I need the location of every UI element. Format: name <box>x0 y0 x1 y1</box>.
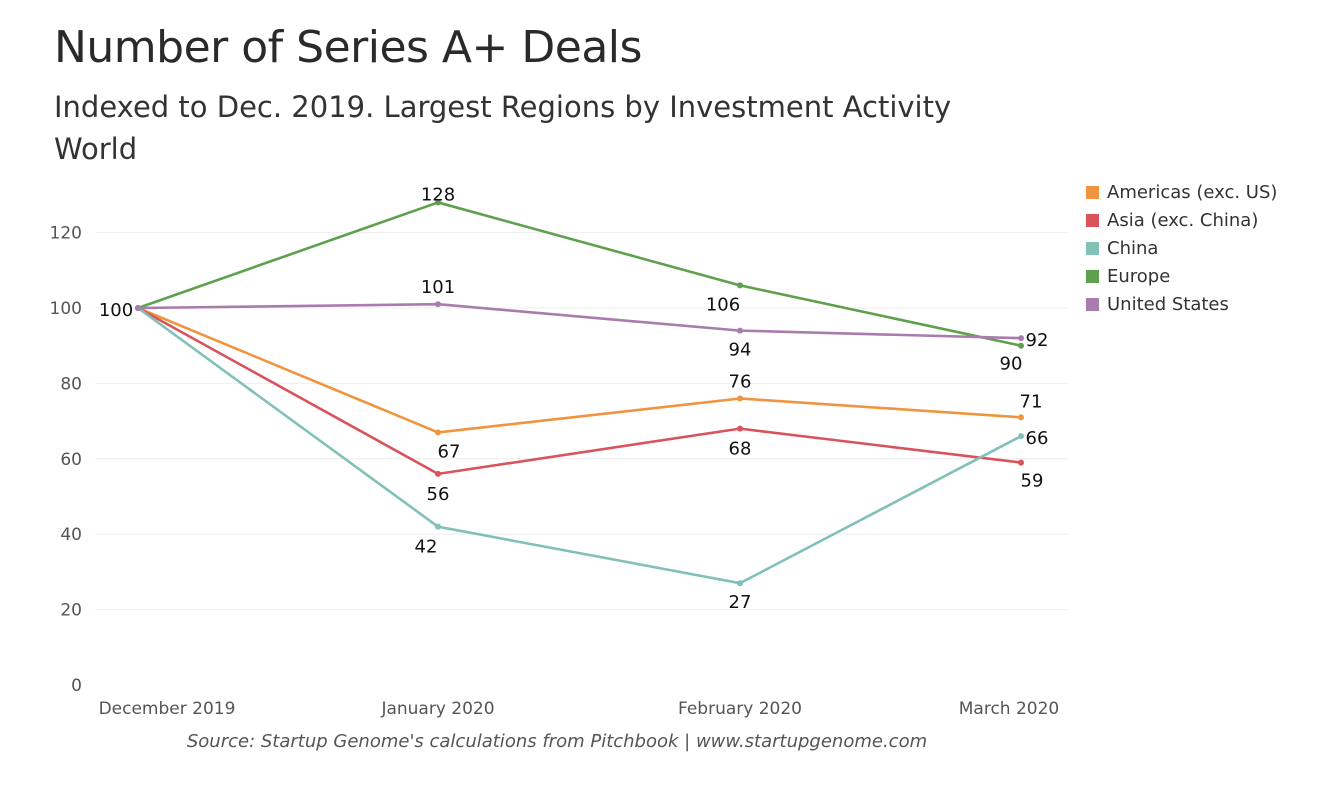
series-line-china <box>137 306 1022 585</box>
legend-item-china[interactable]: China <box>1086 234 1277 262</box>
chart-subtitle: Indexed to Dec. 2019. Largest Regions by… <box>54 86 951 170</box>
legend-item-americas-exc-us[interactable]: Americas (exc. US) <box>1086 178 1277 206</box>
data-label-americas-exc-us: 76 <box>729 371 752 392</box>
data-labels: 67 76 71 56 68 59 42 27 66 128 106 90 100 101 94 92 <box>99 184 1049 613</box>
series-line-americas-exc-us <box>137 306 1022 434</box>
data-point-asia-exc-china <box>737 425 743 432</box>
data-label-asia-exc-china: 56 <box>427 484 450 505</box>
y-tick-label: 80 <box>60 374 82 394</box>
data-label-americas-exc-us: 67 <box>438 441 461 462</box>
legend-label: United States <box>1107 293 1229 315</box>
legend-label: Americas (exc. US) <box>1107 181 1278 203</box>
data-label-europe: 128 <box>421 184 455 205</box>
legend-item-asia-exc-china[interactable]: Asia (exc. China) <box>1086 206 1277 234</box>
legend-item-europe[interactable]: Europe <box>1086 262 1277 290</box>
y-axis-ticks: 0 20 40 60 80 100 120 <box>50 224 82 696</box>
data-label-united-states: 92 <box>1026 330 1049 351</box>
data-point-europe <box>737 282 743 289</box>
data-label-china: 42 <box>415 537 438 558</box>
chart-title: Number of Series A+ Deals <box>54 22 642 73</box>
x-tick-label: January 2020 <box>380 699 494 719</box>
data-point-china <box>1018 433 1024 440</box>
data-point-americas-exc-us <box>1018 414 1024 421</box>
y-tick-label: 120 <box>50 224 82 244</box>
data-label-europe: 106 <box>706 294 740 315</box>
series-line-europe <box>137 201 1022 347</box>
data-label-europe: 90 <box>1000 354 1023 375</box>
data-point-europe <box>1018 342 1024 349</box>
series-line-asia-exc-china <box>137 306 1022 476</box>
data-label-asia-exc-china: 59 <box>1021 471 1044 492</box>
data-point-united-states <box>435 301 441 308</box>
data-point-asia-exc-china <box>435 470 441 477</box>
data-label-united-states: 94 <box>729 340 752 361</box>
legend-swatch <box>1086 297 1099 311</box>
legend-swatch <box>1086 269 1099 283</box>
y-tick-label: 100 <box>50 299 82 319</box>
source-note: Source: Startup Genome's calculations fr… <box>186 731 928 752</box>
y-tick-label: 0 <box>71 676 82 696</box>
legend-label: Europe <box>1107 265 1171 287</box>
data-label-united-states: 101 <box>421 277 455 298</box>
legend: Americas (exc. US) Asia (exc. China) China… <box>1086 178 1277 318</box>
data-point-americas-exc-us <box>435 429 441 436</box>
series-line-united-states <box>137 302 1022 340</box>
data-label-united-states: 100 <box>99 300 133 321</box>
x-axis-ticks: December 2019 January 2020 February 2020 Ma… <box>99 699 1060 719</box>
data-point-united-states <box>135 305 141 311</box>
data-point-europe <box>435 199 441 206</box>
legend-swatch <box>1086 241 1099 255</box>
legend-swatch <box>1086 185 1099 199</box>
x-tick-label: February 2020 <box>678 699 802 719</box>
series-lines <box>137 201 1022 585</box>
y-tick-label: 20 <box>60 601 82 621</box>
data-label-asia-exc-china: 68 <box>729 439 752 460</box>
subtitle-line-1: Indexed to Dec. 2019. Largest Regions by… <box>54 90 952 124</box>
legend-label: China <box>1107 237 1159 259</box>
x-tick-label: March 2020 <box>959 699 1060 719</box>
y-tick-label: 60 <box>60 450 82 470</box>
data-point-china <box>737 580 743 587</box>
data-point-asia-exc-china <box>1018 459 1024 466</box>
data-label-americas-exc-us: 71 <box>1020 391 1043 412</box>
data-label-china: 66 <box>1026 428 1049 449</box>
data-point-united-states <box>1018 335 1024 342</box>
x-tick-label: December 2019 <box>99 699 236 719</box>
legend-swatch <box>1086 213 1099 227</box>
subtitle-line-2: World <box>54 132 138 166</box>
legend-label: Asia (exc. China) <box>1107 209 1259 231</box>
data-point-americas-exc-us <box>737 395 743 402</box>
data-point-china <box>435 523 441 530</box>
y-tick-label: 40 <box>60 525 82 545</box>
grid-lines <box>95 232 1068 611</box>
data-label-china: 27 <box>729 592 752 613</box>
data-point-united-states <box>737 327 743 334</box>
series-points <box>135 199 1024 587</box>
legend-item-united-states[interactable]: United States <box>1086 290 1277 318</box>
